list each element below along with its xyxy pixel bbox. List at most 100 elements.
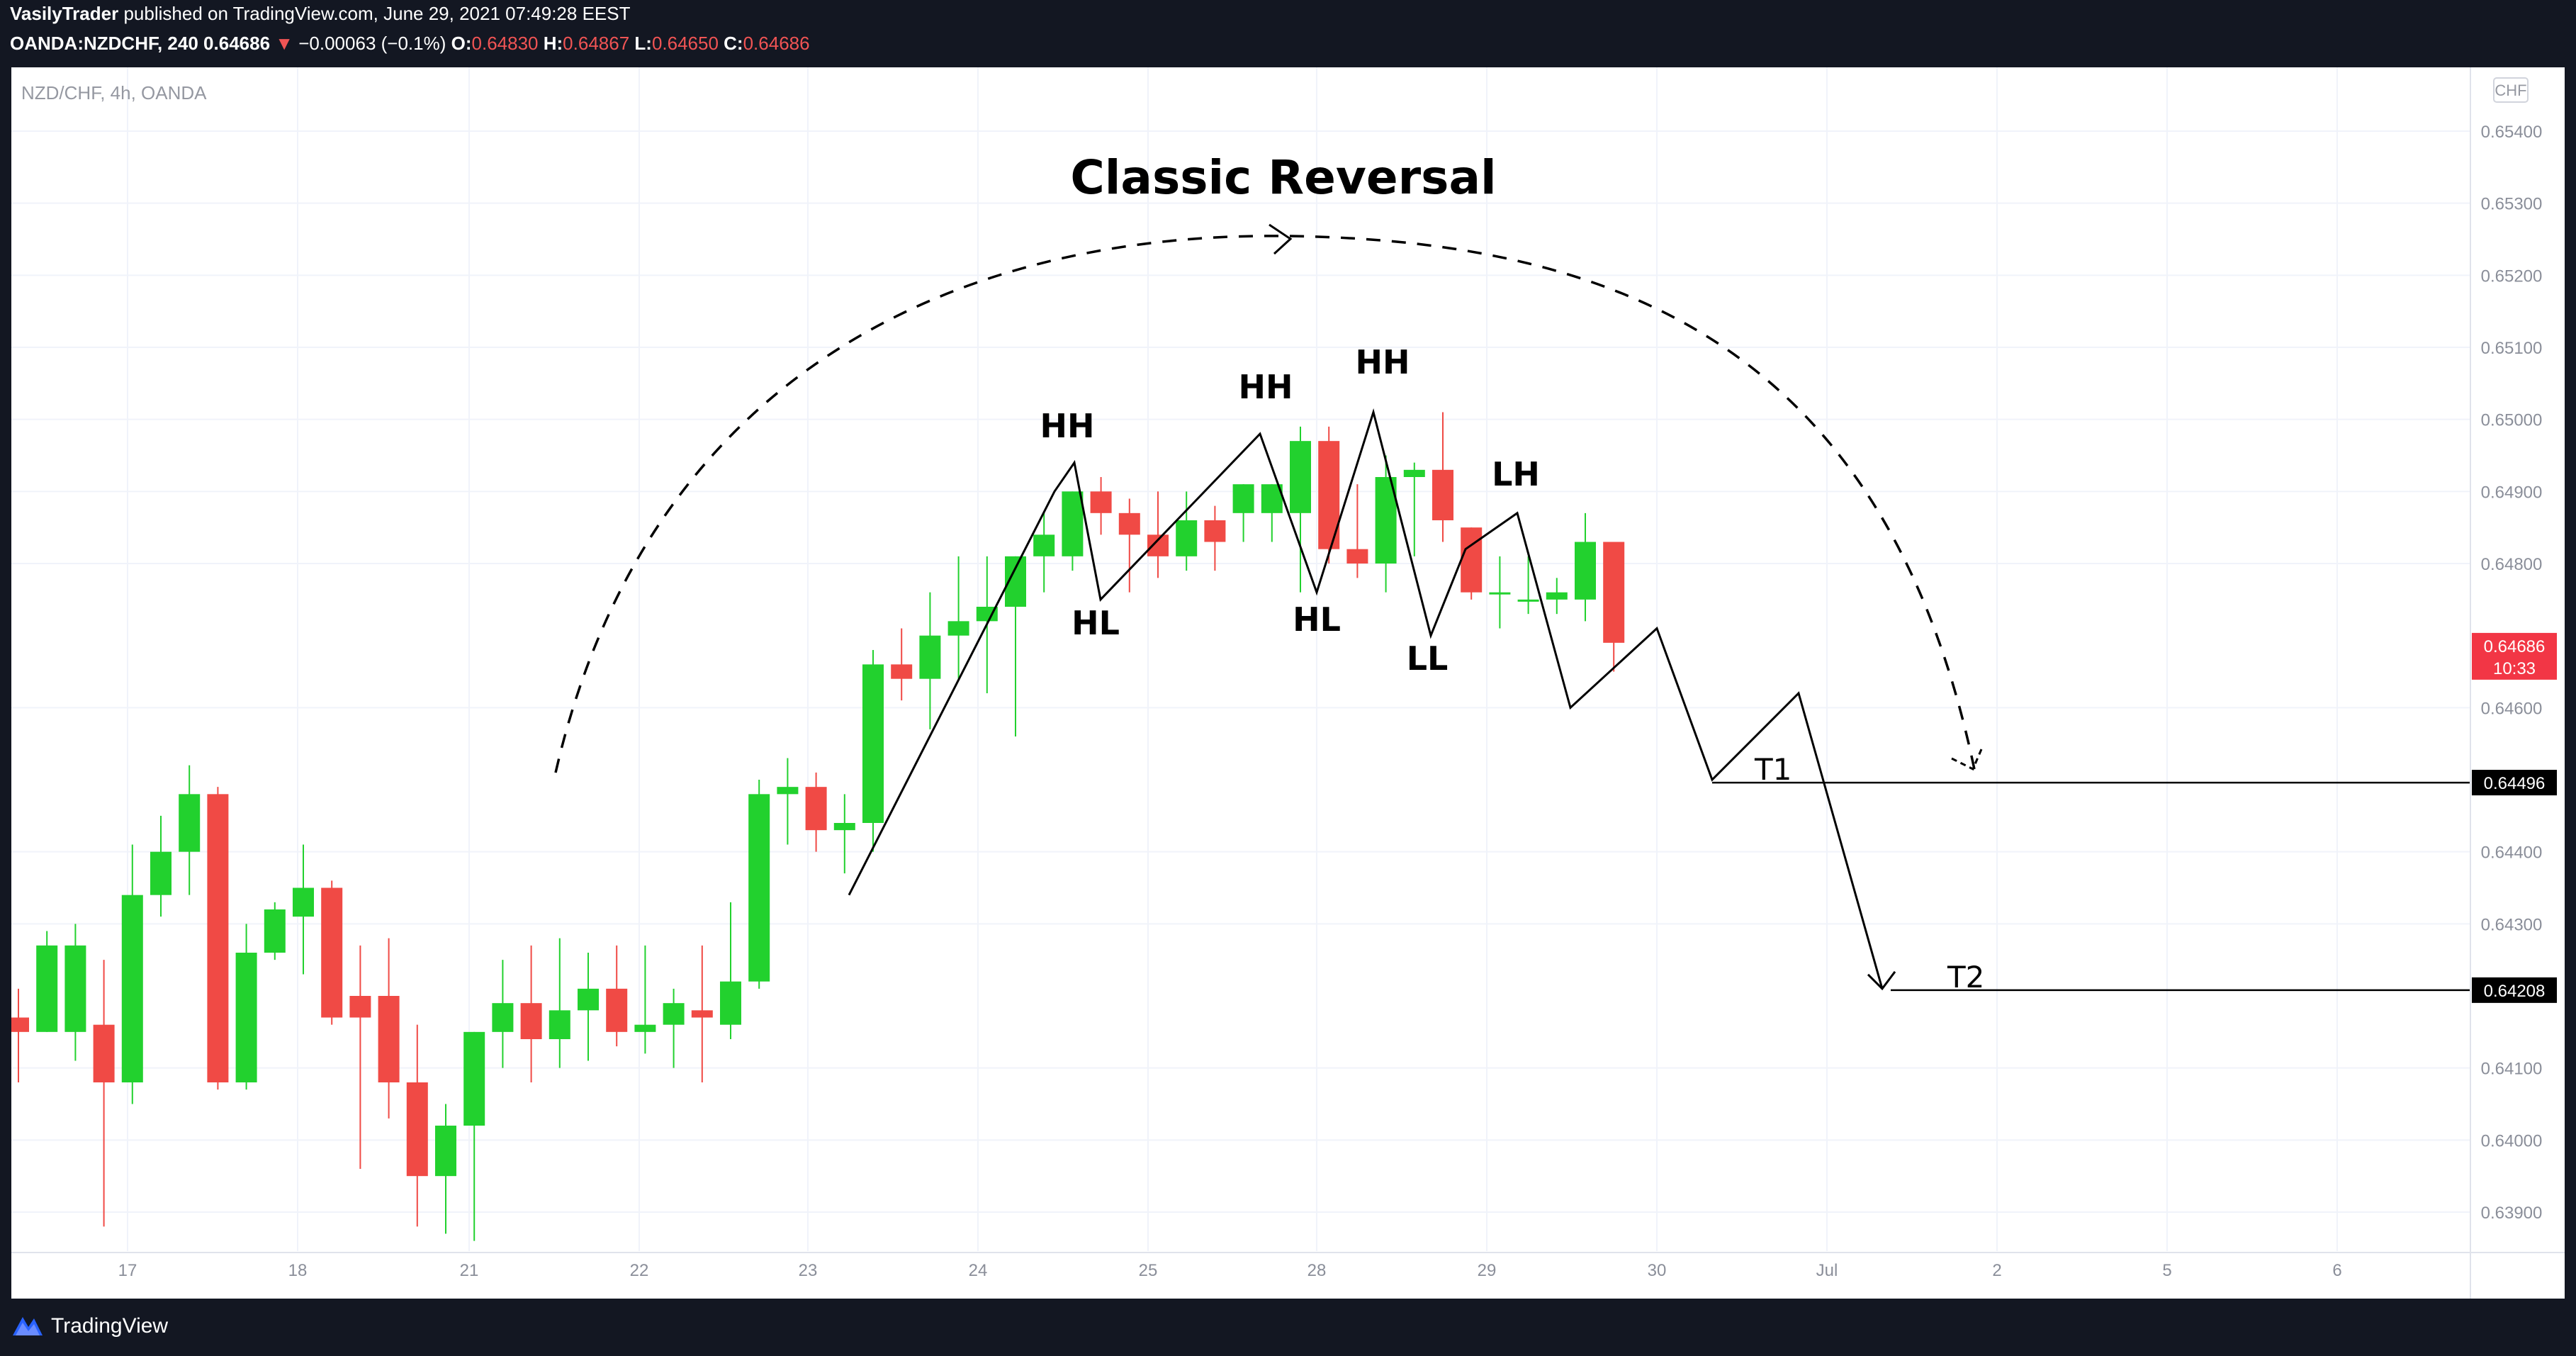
candle-down — [1090, 491, 1112, 513]
candle-up — [121, 895, 143, 1082]
y-tick-label: 0.64800 — [2481, 555, 2543, 574]
swing-label: LH — [1492, 455, 1540, 493]
candle-up — [64, 945, 86, 1032]
published-text: published on TradingView.com, June 29, 2… — [123, 3, 631, 24]
tradingview-brand[interactable]: TradingView — [51, 1314, 169, 1338]
header: VasilyTrader published on TradingView.co… — [0, 0, 2576, 65]
candle-down — [1461, 527, 1483, 593]
candle-down — [520, 1003, 542, 1039]
annotation-title: Classic Reversal — [1070, 150, 1496, 205]
change-value: −0.00063 (−0.1%) — [298, 33, 446, 54]
candle-down — [1204, 520, 1226, 542]
level-price-tag-label: 0.64208 — [2484, 982, 2546, 1001]
close-value: 0.64686 — [743, 33, 810, 54]
x-tick-label: 17 — [118, 1261, 137, 1280]
y-tick-label: 0.65300 — [2481, 195, 2543, 214]
close-label: C: — [724, 33, 743, 54]
current-price-value: 0.64686 — [2484, 637, 2546, 656]
candle-down — [406, 1082, 428, 1177]
y-tick-label: 0.65200 — [2481, 267, 2543, 286]
candle-up — [663, 1003, 685, 1025]
open-value: 0.64830 — [471, 33, 539, 54]
target-level-label: T1 — [1754, 752, 1792, 787]
footer: TradingView — [0, 1299, 2576, 1356]
candle-down — [691, 1010, 713, 1018]
candle-up — [634, 1024, 656, 1032]
high-label: H: — [543, 33, 563, 54]
x-tick-label: Jul — [1816, 1261, 1838, 1280]
y-tick-label: 0.64400 — [2481, 844, 2543, 863]
candle-up — [179, 794, 201, 852]
last-price: 0.64686 — [203, 33, 271, 54]
publisher-name[interactable]: VasilyTrader — [10, 3, 119, 24]
y-tick-label: 0.63900 — [2481, 1204, 2543, 1223]
candlestick-chart[interactable]: T1 T2 HH HL HH HL HH LL LH Classic Reversal 0.654… — [11, 67, 2565, 1299]
candle-up — [293, 887, 314, 917]
swing-structure-line — [848, 408, 1884, 990]
candle-up — [1489, 592, 1511, 595]
candle-up — [1062, 491, 1084, 556]
candle-up — [777, 787, 799, 795]
candle-down — [1147, 534, 1169, 556]
candle-up — [235, 953, 257, 1082]
candle-down — [805, 787, 827, 831]
candle-down — [207, 794, 229, 1082]
low-value: 0.64650 — [651, 33, 719, 54]
candle-down — [1118, 512, 1140, 535]
symbol-line: OANDA:NZDCHF, 240 0.64686 ▼ −0.00063 (−0… — [10, 33, 810, 55]
candle-up — [435, 1126, 456, 1177]
swing-label: HH — [1356, 343, 1410, 381]
candle-up — [36, 945, 58, 1032]
swing-label: HL — [1293, 600, 1341, 639]
candle-up — [1232, 484, 1254, 513]
candle-down — [349, 996, 371, 1018]
level-price-tag — [2472, 770, 2557, 796]
x-tick-label: 2 — [1992, 1261, 2001, 1280]
currency-badge-label: CHF — [2495, 82, 2526, 99]
axes: 0.65400 0.65300 0.65200 0.65100 0.65000 0.649… — [11, 67, 2565, 1299]
y-tick-label: 0.64300 — [2481, 915, 2543, 934]
candle-down — [321, 887, 343, 1018]
candle-up — [150, 851, 171, 895]
y-tick-label: 0.64000 — [2481, 1131, 2543, 1150]
candle-up — [919, 635, 941, 679]
candle-up — [833, 823, 855, 831]
y-tick-label: 0.64100 — [2481, 1060, 2543, 1079]
annotations: T1 T2 HH HL HH HL HH LL LH Classic Reversal — [554, 150, 2470, 994]
x-tick-label: 29 — [1478, 1261, 1497, 1280]
candle-down — [1432, 469, 1453, 520]
current-price-tag — [2472, 632, 2557, 680]
arc-arrow-mid-icon — [1269, 223, 1293, 255]
projection-arrow-icon — [1867, 970, 1896, 991]
target-level-label: T2 — [1947, 960, 1984, 994]
y-tick-label: 0.65100 — [2481, 339, 2543, 358]
x-tick-label: 18 — [288, 1261, 308, 1280]
candle-up — [1546, 592, 1568, 600]
symbol-name: OANDA:NZDCHF, 240 — [10, 33, 198, 54]
x-tick-label: 23 — [799, 1261, 818, 1280]
x-tick-label: 28 — [1307, 1261, 1327, 1280]
candle-up — [1290, 441, 1311, 513]
candle-up — [1033, 534, 1055, 556]
chart-title: NZD/CHF, 4h, OANDA — [21, 82, 207, 103]
x-tick-label: 6 — [2332, 1261, 2341, 1280]
candle-down — [11, 1017, 29, 1032]
tradingview-logo-icon[interactable] — [10, 1311, 45, 1340]
y-tick-label: 0.64600 — [2481, 699, 2543, 718]
candle-down — [378, 996, 400, 1082]
swing-label: HL — [1072, 604, 1120, 642]
level-price-tag — [2472, 977, 2557, 1003]
candle-up — [1176, 520, 1198, 556]
publish-line: VasilyTrader published on TradingView.co… — [10, 3, 630, 25]
y-tick-label: 0.64900 — [2481, 483, 2543, 502]
candle-down — [891, 664, 913, 679]
candle-down — [1346, 549, 1368, 564]
x-tick-label: 25 — [1139, 1261, 1158, 1280]
candle-up — [264, 909, 286, 953]
chart-panel[interactable]: T1 T2 HH HL HH HL HH LL LH Classic Reversal 0.654… — [11, 67, 2565, 1299]
swing-label: LL — [1407, 639, 1449, 678]
candle-up — [1517, 599, 1539, 602]
swing-label: HH — [1040, 407, 1095, 445]
candle-up — [748, 794, 770, 982]
candle-up — [492, 1003, 514, 1032]
